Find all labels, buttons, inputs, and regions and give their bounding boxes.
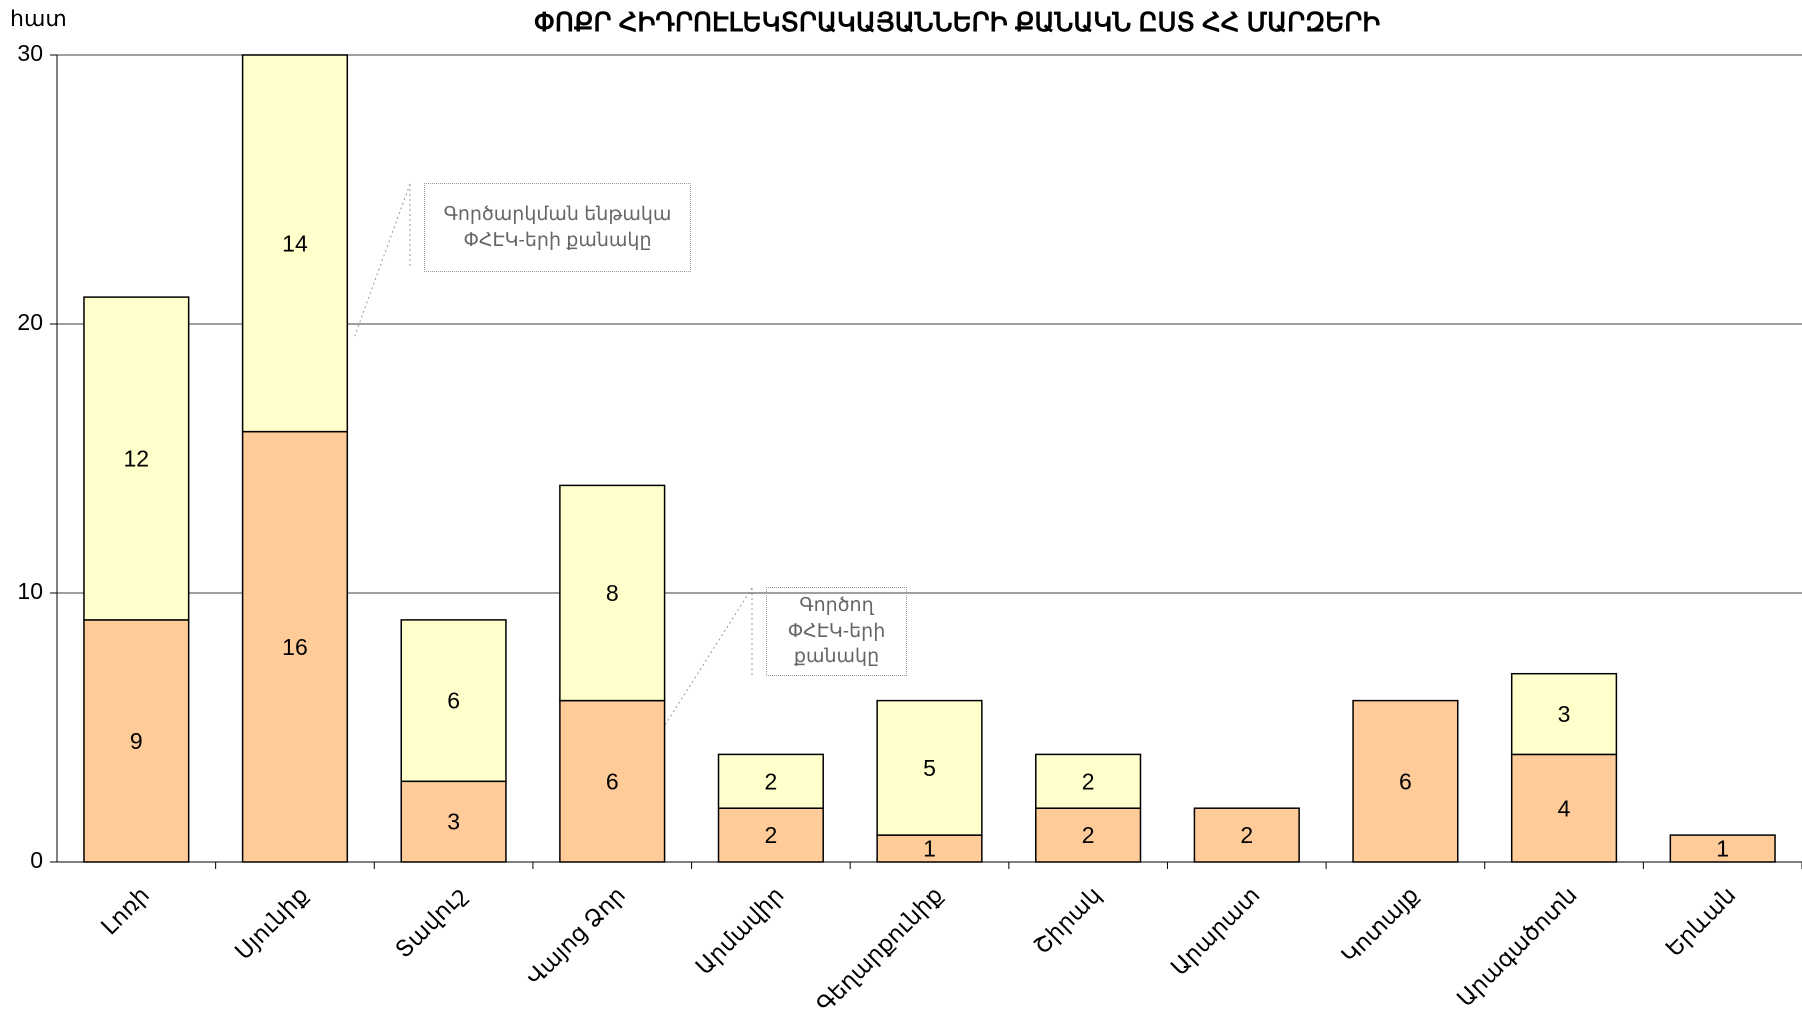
x-tick-label: Շիրակ <box>1028 881 1105 958</box>
data-label: 12 <box>124 446 150 472</box>
bar-segment <box>83 619 190 863</box>
data-label: 1 <box>1716 836 1729 862</box>
bar-segment <box>717 807 824 863</box>
bar-segment <box>1193 807 1300 863</box>
bar-segment <box>1510 672 1618 756</box>
bar-segment <box>1035 753 1142 809</box>
x-tick-label: Գեղարքունիք <box>811 881 947 1013</box>
bar-segment <box>559 699 666 863</box>
data-label: 9 <box>130 728 143 754</box>
callout-leader <box>353 183 411 339</box>
data-label: 2 <box>1240 822 1253 848</box>
data-label: 8 <box>606 580 619 606</box>
bar-segment <box>241 54 349 433</box>
bar-segment <box>1352 699 1459 863</box>
chart-title: ՓՈՔՐ ՀԻԴՐՈԷԼԵԿՏՐԱԿԱՅԱՆՆԵՐԻ ՔԱՆԱԿՆ ԸՍՏ ՀՀ… <box>534 7 1381 37</box>
data-label: 2 <box>764 768 777 794</box>
data-label: 4 <box>1558 795 1571 821</box>
x-tick-label: Վայոց Ձոր <box>521 881 630 990</box>
bar-segment <box>83 296 190 621</box>
x-tick-label: Կոտայք <box>1336 881 1423 968</box>
callout-leader <box>643 587 753 759</box>
data-label: 6 <box>447 688 460 714</box>
bar-segment <box>717 753 824 809</box>
bar-segment <box>1510 753 1618 863</box>
y-tick-label: 10 <box>17 578 43 604</box>
data-label: 2 <box>1082 822 1095 848</box>
data-label: 14 <box>282 230 308 256</box>
y-tick-label: 0 <box>30 847 43 873</box>
data-label: 2 <box>764 822 777 848</box>
x-tick-label: Արմավիր <box>690 881 788 979</box>
bar-segment <box>1669 834 1776 863</box>
bar-segment <box>559 484 666 702</box>
data-label: 1 <box>923 836 936 862</box>
bar-segment <box>241 430 349 863</box>
y-tick-label: 20 <box>17 309 43 335</box>
data-label: 2 <box>1082 768 1095 794</box>
data-label: 6 <box>1399 768 1412 794</box>
series-callout: Գործարկման ենթակա ՓՀԷԿ-երի քանակը <box>424 183 691 272</box>
x-tick-label: Սյունիք <box>230 881 313 964</box>
x-tick-label: Լոռի <box>96 881 154 939</box>
bar-segment <box>400 619 507 783</box>
data-label: 3 <box>1558 701 1571 727</box>
x-tick-label: Երևան <box>1661 881 1741 961</box>
y-axis-label: հատ <box>10 6 67 31</box>
data-label: 3 <box>447 809 460 835</box>
bar-segment <box>400 780 507 863</box>
data-label: 16 <box>282 634 308 660</box>
series-callout: Գործող ՓՀԷԿ-երի քանակը <box>766 587 907 676</box>
bar-segment <box>876 699 983 836</box>
data-label: 5 <box>923 755 936 781</box>
x-tick-label: Արագածոտն <box>1452 881 1582 1011</box>
y-tick-label: 30 <box>17 40 43 66</box>
data-label: 6 <box>606 768 619 794</box>
x-tick-label: Արարատ <box>1166 881 1265 980</box>
x-tick-label: Տավուշ <box>390 881 471 962</box>
bar-segment <box>876 834 983 863</box>
